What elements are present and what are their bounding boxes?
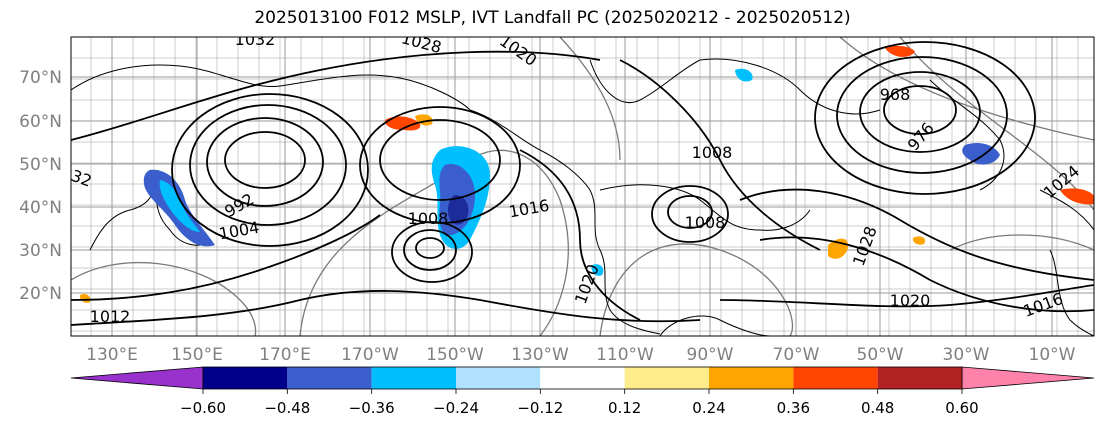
lon-label: 50°W	[857, 345, 904, 365]
lat-label: 30°N	[19, 241, 62, 261]
lat-label: 60°N	[19, 112, 62, 132]
lat-label: 40°N	[19, 198, 62, 218]
coastlines	[71, 58, 1094, 336]
shade-orange-alaska	[385, 116, 421, 131]
colorbar-segment	[287, 367, 372, 389]
isobar-label: 1008	[692, 143, 733, 162]
isobar-label: 1008	[408, 209, 449, 228]
shade-blue-gulf	[591, 264, 604, 276]
shade-orange-north	[885, 45, 915, 57]
colorbar-tick-label: 0.24	[692, 399, 725, 417]
lat-label: 50°N	[19, 155, 62, 175]
shade-orange-east	[1060, 188, 1094, 205]
colorbar-segment	[371, 367, 456, 389]
colorbar-tick-label: −0.36	[349, 399, 395, 417]
isobar-label: 1012	[90, 307, 131, 326]
lon-label: 130°W	[511, 345, 569, 365]
colorbar-tick-labels: −0.60 −0.48 −0.36 −0.24 −0.12 0.12 0.24 0.36 0.4…	[180, 389, 979, 417]
latitude-labels: 70°N 60°N 50°N 40°N 30°N 20°N	[19, 68, 62, 304]
colorbar-frame	[202, 366, 963, 390]
isobar-label: 1020	[890, 291, 931, 310]
colorbar-tick-label: −0.48	[264, 399, 310, 417]
lon-label: 130°E	[86, 345, 138, 365]
lon-label: 70°W	[773, 345, 820, 365]
colorbar-tick-label: 0.12	[608, 399, 641, 417]
shade-lightblue-west	[159, 180, 200, 232]
lon-label: 30°W	[943, 345, 990, 365]
colorbar-extend-low	[70, 366, 204, 390]
lon-label: 10°W	[1029, 345, 1076, 365]
isobar-label: 1008	[685, 213, 726, 232]
colorbar-segment	[540, 367, 625, 389]
lon-label: 110°W	[596, 345, 654, 365]
lon-label: 170°W	[341, 345, 399, 365]
colorbar-tick-label: 0.48	[861, 399, 894, 417]
colorbar-segment	[624, 367, 709, 389]
map-frame	[70, 36, 1095, 337]
isobars	[71, 41, 1094, 326]
colorbar-segment	[203, 367, 288, 389]
shade-navy	[447, 195, 469, 225]
shade-blue-north	[735, 68, 753, 82]
colorbar-extend-high	[961, 366, 1095, 390]
isobar-label: 968	[880, 85, 911, 104]
colorbar	[70, 366, 1095, 390]
lat-label: 70°N	[19, 68, 62, 88]
lon-label: 150°W	[426, 345, 484, 365]
map-title: 2025013100 F012 MSLP, IVT Landfall PC (2…	[254, 8, 851, 28]
lon-label: 150°E	[171, 345, 223, 365]
lon-label: 170°E	[259, 345, 311, 365]
lon-label: 90°W	[687, 345, 734, 365]
colorbar-segment	[456, 367, 541, 389]
colorbar-tick-label: 0.36	[777, 399, 810, 417]
gray-arcs	[71, 37, 1094, 336]
lat-label: 20°N	[19, 284, 62, 304]
isobar-label: 1032	[235, 30, 276, 49]
shade-orange-small	[912, 236, 926, 245]
colorbar-segment	[709, 367, 794, 389]
colorbar-tick-label: −0.60	[180, 399, 226, 417]
colorbar-tick-label: 0.60	[945, 399, 978, 417]
gridlines	[71, 37, 1094, 336]
longitude-labels: 130°E 150°E 170°E 170°W 150°W 130°W 110°W 90°W 7…	[86, 345, 1076, 365]
colorbar-segment	[877, 367, 962, 389]
colorbar-segment	[793, 367, 878, 389]
colorbar-tick-label: −0.24	[433, 399, 479, 417]
colorbar-tick-label: −0.12	[517, 399, 563, 417]
